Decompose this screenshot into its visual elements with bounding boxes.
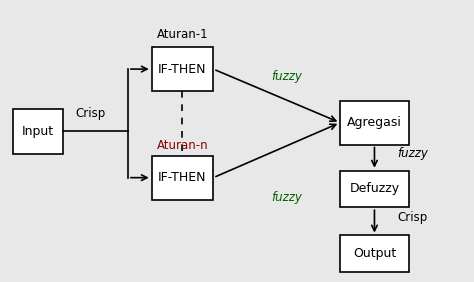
Text: Agregasi: Agregasi <box>347 116 402 129</box>
Bar <box>340 101 409 144</box>
Text: Defuzzy: Defuzzy <box>349 182 400 195</box>
Text: fuzzy: fuzzy <box>271 191 302 204</box>
Text: IF-THEN: IF-THEN <box>158 63 207 76</box>
Text: fuzzy: fuzzy <box>397 147 428 160</box>
Text: IF-THEN: IF-THEN <box>158 171 207 184</box>
Bar <box>152 156 213 200</box>
Text: Output: Output <box>353 247 396 260</box>
Text: fuzzy: fuzzy <box>271 70 302 83</box>
Text: Aturan-n: Aturan-n <box>157 139 208 152</box>
Text: Crisp: Crisp <box>75 107 105 120</box>
Text: Input: Input <box>22 125 54 138</box>
Bar <box>13 109 63 154</box>
Bar <box>340 171 409 207</box>
Bar <box>152 47 213 91</box>
Text: Aturan-1: Aturan-1 <box>157 28 208 41</box>
Bar <box>340 235 409 272</box>
Text: Crisp: Crisp <box>397 212 428 224</box>
